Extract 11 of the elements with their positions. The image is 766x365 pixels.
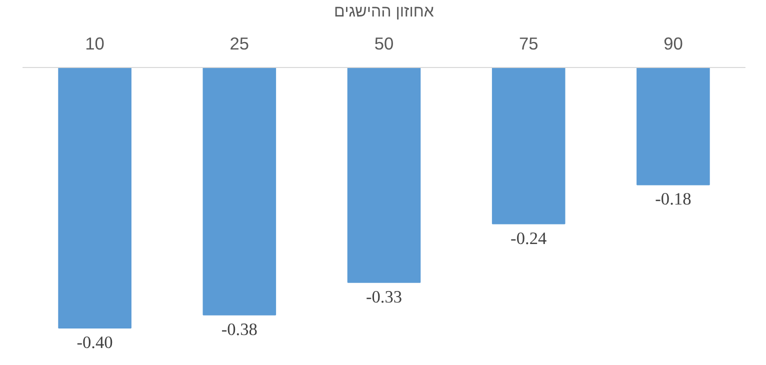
x-tick-label: 50	[374, 34, 394, 54]
x-axis-title: אחוזון ההישגים	[334, 4, 434, 20]
x-tick-label: 75	[518, 34, 538, 54]
data-label: -0.18	[655, 190, 692, 209]
x-tick-label: 25	[230, 34, 250, 54]
data-label: -0.33	[366, 287, 402, 306]
x-tick-label: 10	[85, 34, 104, 54]
data-label: -0.24	[510, 228, 547, 248]
x-tick-label: 90	[664, 34, 683, 54]
data-label: -0.38	[221, 320, 258, 339]
data-label: -0.40	[76, 332, 113, 352]
